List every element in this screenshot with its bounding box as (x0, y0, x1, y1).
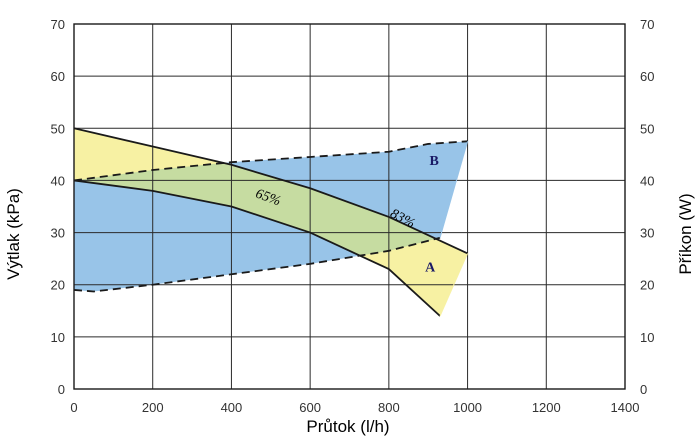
y2-tick-label: 70 (640, 17, 654, 32)
y2-tick-label: 40 (640, 173, 654, 188)
y-tick-label: 30 (51, 226, 65, 241)
y-tick-label: 60 (51, 69, 65, 84)
y2-tick-label: 20 (640, 278, 654, 293)
y2-tick-label: 30 (640, 226, 654, 241)
x-tick-label: 1000 (453, 400, 482, 415)
chart-ticks: 0 200 400 600 800 1000 1200 1400010203040506070… (51, 17, 655, 415)
x-tick-label: 1400 (611, 400, 640, 415)
x-tick-label: 200 (142, 400, 164, 415)
y2-tick-label: 50 (640, 121, 654, 136)
y2-tick-label: 0 (640, 382, 647, 397)
y-tick-label: 20 (51, 278, 65, 293)
x-tick-label: 600 (299, 400, 321, 415)
region-label-a: A (425, 261, 436, 276)
x-tick-label: 800 (378, 400, 400, 415)
y-tick-label: 70 (51, 17, 65, 32)
y-tick-label: 50 (51, 121, 65, 136)
y-axis-title: Výtlak (kPa) (4, 188, 23, 280)
series-power-upper (73, 140, 468, 182)
y-tick-label: 10 (51, 330, 65, 345)
y2-axis-title: Příkon (W) (676, 193, 695, 274)
region-label-b: B (429, 154, 438, 169)
region-b-edge (439, 141, 469, 238)
x-tick-label: 400 (221, 400, 243, 415)
chart-curves (73, 127, 469, 317)
y-tick-label: 40 (51, 173, 65, 188)
x-tick-label: 1200 (532, 400, 561, 415)
chart-grid (73, 23, 626, 390)
series-max-curve (73, 127, 468, 255)
series-min-curve (73, 179, 441, 317)
chart-fills (74, 128, 468, 316)
region-overlap (74, 141, 468, 292)
region-a-edge (439, 253, 469, 317)
y2-tick-label: 10 (640, 330, 654, 345)
series-power-lower (73, 236, 441, 293)
y2-tick-label: 60 (640, 69, 654, 84)
y-tick-label: 0 (58, 382, 65, 397)
plot-frame (73, 23, 626, 390)
x-tick-label: 0 (70, 400, 77, 415)
x-axis-title: Průtok (l/h) (306, 417, 389, 436)
